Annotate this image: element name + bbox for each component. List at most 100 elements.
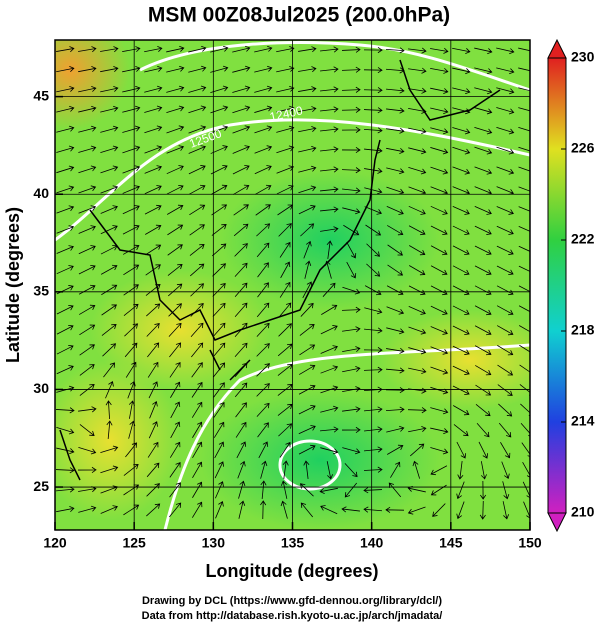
streamline-arrow xyxy=(452,245,470,256)
streamline-arrow xyxy=(496,265,514,276)
x-axis-label: Longitude (degrees) xyxy=(205,561,378,581)
streamline-arrow xyxy=(56,265,74,275)
streamline-arrow xyxy=(298,185,317,194)
streamline-arrow xyxy=(169,361,181,378)
streamline-arrow xyxy=(257,422,269,438)
streamline-arrow xyxy=(299,324,315,336)
streamline-arrow xyxy=(474,107,493,115)
streamline-arrow xyxy=(385,387,405,394)
streamline-arrow xyxy=(408,67,427,74)
streamline-arrow xyxy=(233,223,249,237)
streamline-arrow xyxy=(233,184,250,195)
streamline-arrow xyxy=(232,65,251,73)
streamline-arrow xyxy=(212,263,226,277)
streamline-arrow xyxy=(256,223,271,237)
streamline-arrow xyxy=(256,363,270,377)
streamline-arrow xyxy=(279,241,291,258)
streamline-arrow xyxy=(366,263,381,277)
streamline-arrow xyxy=(452,285,470,296)
streamline-arrow xyxy=(123,303,139,316)
streamline-arrow xyxy=(234,362,248,378)
streamline-arrow xyxy=(146,322,160,337)
streamline-arrow xyxy=(456,441,467,459)
streamline-arrow xyxy=(452,127,471,135)
streamline-arrow xyxy=(233,204,249,216)
streamline-arrow xyxy=(518,67,530,72)
streamline-arrow xyxy=(78,125,97,133)
streamline-arrow xyxy=(479,500,486,520)
x-tick-label: 135 xyxy=(281,535,305,551)
streamline-arrow xyxy=(480,461,487,480)
streamline-arrow xyxy=(342,386,361,393)
streamline-arrow xyxy=(320,86,339,93)
streamline-arrow xyxy=(408,205,426,215)
streamline-arrow xyxy=(278,423,293,437)
streamline-arrow xyxy=(78,205,97,214)
streamline-arrow xyxy=(256,383,270,397)
y-tick-label: 45 xyxy=(33,87,49,103)
streamline-arrow xyxy=(452,325,470,336)
streamline-arrow xyxy=(254,165,272,175)
streamline-arrow xyxy=(453,424,469,437)
streamline-arrow xyxy=(320,365,339,374)
streamline-arrow xyxy=(166,145,185,154)
field-patch xyxy=(55,360,180,520)
streamline-arrow xyxy=(474,265,492,276)
streamline-arrow xyxy=(387,225,404,236)
colorbar-tick-label: 230 xyxy=(571,49,595,65)
streamline-arrow xyxy=(215,501,224,519)
streamline-arrow xyxy=(498,403,513,417)
streamline-arrow xyxy=(474,87,493,95)
streamline-arrow xyxy=(189,243,205,256)
streamline-arrow xyxy=(387,264,404,276)
streamline-arrow xyxy=(56,185,75,194)
streamline-arrow xyxy=(518,166,530,172)
streamline-arrow xyxy=(430,326,448,335)
streamline-arrow xyxy=(278,223,292,237)
streamline-arrow xyxy=(452,47,471,55)
streamline-arrow xyxy=(260,500,267,520)
streamline-arrow xyxy=(79,384,95,396)
streamline-arrow xyxy=(518,87,530,92)
streamline-arrow xyxy=(144,46,163,53)
streamline-arrow xyxy=(169,342,182,358)
footer-line: Drawing by DCL (https://www.gfd-dennou.o… xyxy=(142,595,442,607)
streamline-arrow xyxy=(78,245,96,255)
streamline-arrow xyxy=(257,282,269,298)
streamline-arrow xyxy=(474,325,492,336)
streamline-arrow xyxy=(100,225,118,235)
streamline-arrow xyxy=(500,442,511,459)
streamline-arrow xyxy=(78,505,97,513)
streamline-arrow xyxy=(189,204,206,216)
streamline-arrow xyxy=(346,261,357,279)
streamline-arrow xyxy=(320,426,339,433)
streamline-arrow xyxy=(519,384,530,396)
streamline-arrow xyxy=(77,466,97,473)
streamline-arrow xyxy=(100,465,119,474)
streamline-arrow xyxy=(408,306,426,315)
streamline-arrow xyxy=(501,461,510,480)
streamline-arrow xyxy=(363,506,383,513)
streamline-arrow xyxy=(124,342,138,358)
streamline-arrow xyxy=(192,461,203,478)
streamline-arrow xyxy=(166,165,184,175)
streamline-arrow xyxy=(146,503,161,517)
streamline-arrow xyxy=(188,184,206,195)
streamline-arrow xyxy=(518,206,530,212)
streamline-arrow xyxy=(363,127,383,134)
streamline-arrow xyxy=(407,407,427,414)
streamline-arrow xyxy=(258,441,269,459)
streamline-arrow xyxy=(452,265,470,276)
streamline-arrow xyxy=(298,86,317,93)
streamline-arrow xyxy=(302,281,313,299)
streamline-arrow xyxy=(170,401,181,419)
y-tick-label: 25 xyxy=(33,478,49,494)
streamline-arrow xyxy=(254,65,273,73)
streamline-arrow xyxy=(234,342,248,357)
streamline-arrow xyxy=(363,347,383,354)
streamline-arrow xyxy=(212,282,226,297)
streamline-arrow xyxy=(518,285,530,292)
streamline-arrow xyxy=(56,344,74,355)
streamline-arrow xyxy=(518,305,530,313)
streamline-arrow xyxy=(409,245,426,256)
